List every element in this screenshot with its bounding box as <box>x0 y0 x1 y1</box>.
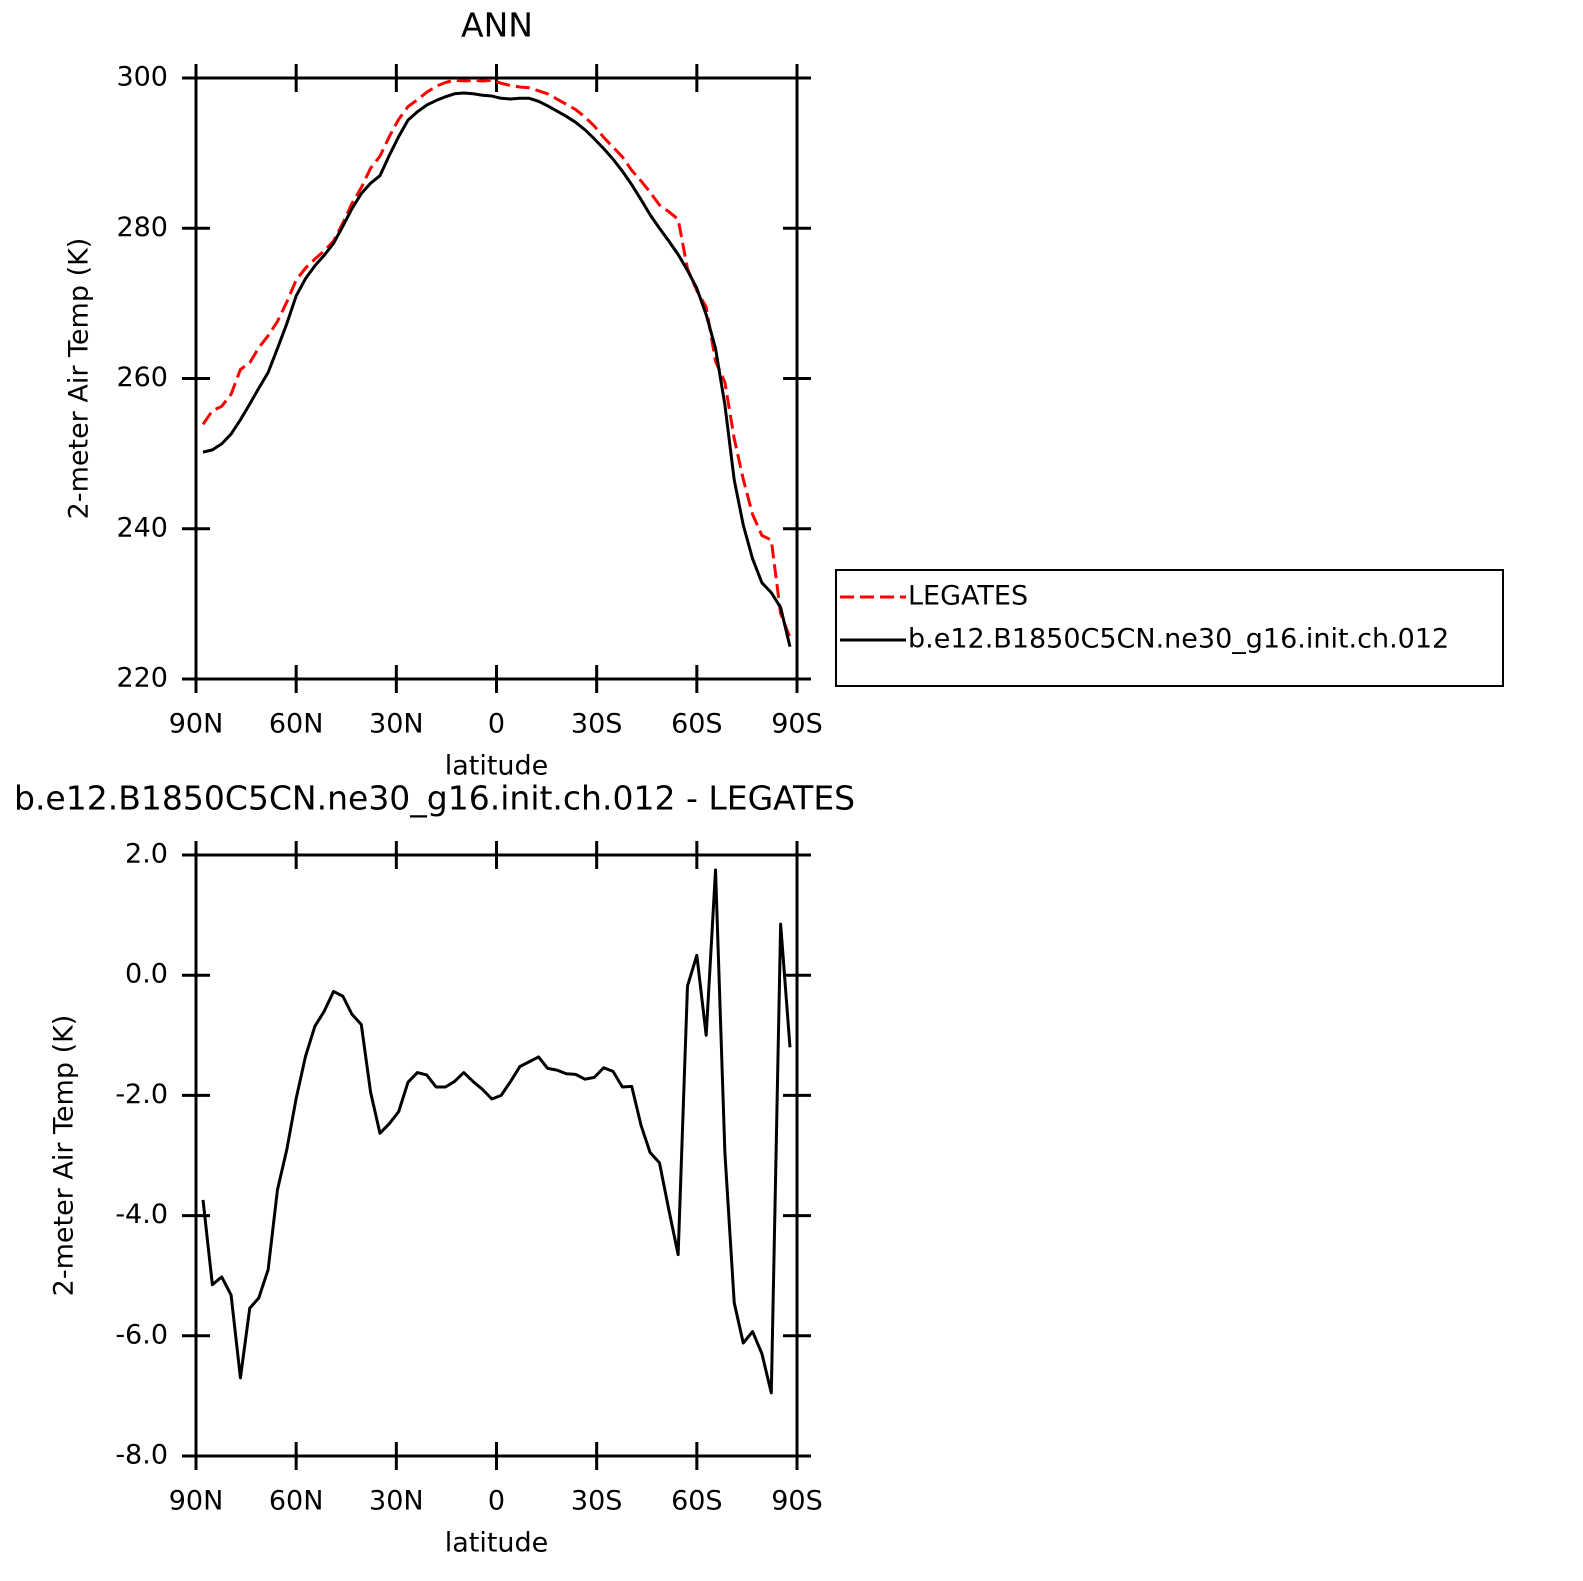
x-tick-label: 90S <box>771 709 823 740</box>
x-tick-label: 0 <box>488 1486 505 1517</box>
y-tick-label: -2.0 <box>115 1079 168 1110</box>
x-tick-label: 60N <box>269 1486 324 1517</box>
legend-frame <box>835 569 1504 687</box>
y-tick-label: 220 <box>116 663 168 694</box>
data-line <box>202 91 792 648</box>
x-tick-label: 30N <box>369 709 424 740</box>
y-tick-label: 2.0 <box>125 839 168 870</box>
x-tick-label: 60S <box>671 709 723 740</box>
data-line <box>201 868 792 1395</box>
plot-frame <box>194 76 799 681</box>
x-tick-label: 0 <box>488 709 505 740</box>
x-tick-label: 60N <box>269 709 324 740</box>
x-axis-label: latitude <box>445 751 549 782</box>
y-tick-label: -6.0 <box>115 1319 168 1350</box>
y-tick-label: -4.0 <box>115 1199 168 1230</box>
x-tick-label: 30S <box>571 1486 623 1517</box>
y-axis-label: 2-meter Air Temp (K) <box>49 1015 80 1297</box>
x-tick-label: 30S <box>571 709 623 740</box>
x-tick-label: 60S <box>671 1486 723 1517</box>
y-tick-label: 280 <box>116 212 168 243</box>
y-tick-label: 300 <box>116 62 168 93</box>
legend-label: LEGATES <box>908 581 1028 612</box>
y-axis-label: 2-meter Air Temp (K) <box>64 238 95 520</box>
chart-title: ANN <box>461 6 533 45</box>
x-tick-label: 90N <box>169 1486 224 1517</box>
x-tick-label: 90N <box>169 709 224 740</box>
y-tick-label: 260 <box>116 362 168 393</box>
chart-title: b.e12.B1850C5CN.ne30_g16.init.ch.012 - L… <box>14 779 855 818</box>
y-tick-label: 0.0 <box>125 959 168 990</box>
y-tick-label: 240 <box>116 512 168 543</box>
data-line <box>201 78 792 639</box>
x-tick-label: 90S <box>771 1486 823 1517</box>
x-tick-label: 30N <box>369 1486 424 1517</box>
legend: LEGATES b.e12.B1850C5CN.ne30_g16.init.ch.… <box>835 569 1504 687</box>
x-axis-label: latitude <box>445 1528 549 1559</box>
legend-label: b.e12.B1850C5CN.ne30_g16.init.ch.012 <box>908 624 1449 655</box>
y-tick-label: -8.0 <box>115 1440 168 1471</box>
